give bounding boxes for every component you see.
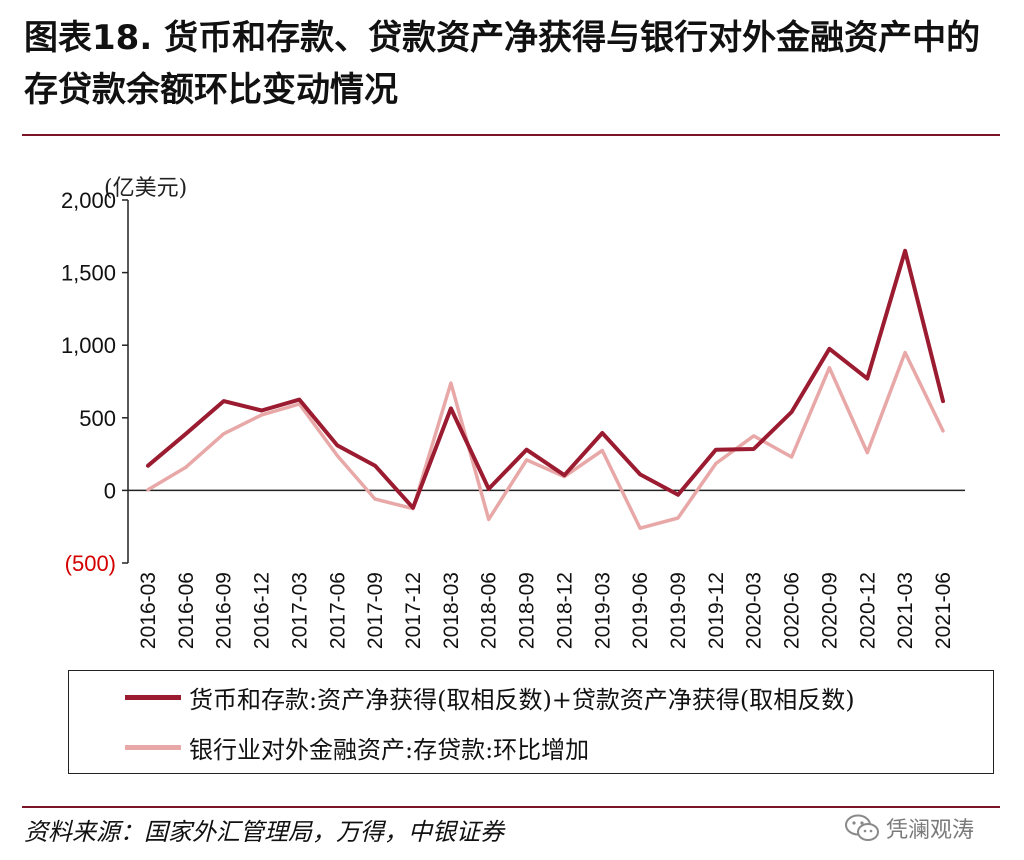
x-tick-labels: 2016-03 2016-06 2016-09 2016-12 2017-03 2017-…: [137, 572, 955, 649]
x-tick-label: 2018-03: [440, 572, 463, 649]
series-line-1: [146, 248, 945, 510]
x-tick-label: 2017-09: [364, 572, 387, 649]
x-tick-label: 2019-06: [629, 572, 652, 649]
y-tick-label: 2,000: [61, 188, 116, 213]
x-tick-label: 2019-09: [667, 572, 690, 649]
x-tick-label: 2017-12: [402, 572, 425, 649]
x-tick-label: 2021-06: [932, 572, 955, 649]
series-lines: [146, 248, 945, 530]
x-tick-label: 2021-03: [894, 572, 917, 649]
source-divider: [22, 806, 1000, 808]
x-tick-label: 2020-06: [781, 572, 804, 649]
y-tick-label: (500): [65, 551, 116, 576]
wechat-icon: [845, 814, 879, 841]
y-tick-label: 0: [104, 478, 116, 503]
legend-swatch-series-1: [125, 694, 181, 700]
legend-label-series-2: 银行业对外金融资产:存贷款:环比增加: [189, 735, 590, 764]
x-tick-label: 2016-06: [175, 572, 198, 649]
x-tick-label: 2020-12: [856, 572, 879, 649]
watermark-text: 凭澜观涛: [886, 818, 975, 843]
x-tick-label: 2016-03: [137, 572, 160, 649]
legend-item-series-2: 银行业对外金融资产:存贷款:环比增加: [125, 727, 589, 767]
axes: [122, 199, 965, 564]
title-divider: [22, 134, 1000, 136]
legend: 货币和存款:资产净获得(取相反数)+贷款资产净获得(取相反数) 银行业对外金融资…: [68, 670, 994, 774]
chart-title: 图表18. 货币和存款、贷款资产净获得与银行对外金融资产中的存贷款余额环比变动情…: [24, 18, 981, 110]
x-tick-label: 2016-12: [251, 572, 274, 649]
legend-swatch-series-2: [125, 744, 181, 750]
source-note: 资料来源：国家外汇管理局，万得，中银证券: [24, 818, 504, 846]
x-tick-label: 2018-06: [478, 572, 501, 649]
x-tick-label: 2020-09: [818, 572, 841, 649]
y-tick-label: 1,000: [61, 333, 116, 358]
y-tick-label: 1,500: [61, 261, 116, 286]
x-tick-label: 2018-12: [553, 572, 576, 649]
legend-item-series-1: 货币和存款:资产净获得(取相反数)+贷款资产净获得(取相反数): [125, 677, 855, 717]
watermark: 凭澜观涛: [844, 812, 974, 844]
x-tick-label: 2019-12: [705, 572, 728, 649]
legend-label-series-1: 货币和存款:资产净获得(取相反数)+贷款资产净获得(取相反数): [189, 685, 855, 714]
y-axis-unit-label: (亿美元): [104, 176, 188, 201]
x-tick-label: 2016-09: [213, 572, 236, 649]
x-tick-label: 2020-03: [743, 572, 766, 649]
series-line-2: [146, 350, 945, 530]
y-tick-labels: (500) 0 500 1,000 1,500 2,000: [61, 188, 116, 576]
x-tick-label: 2017-03: [288, 572, 311, 649]
y-tick-label: 500: [79, 406, 116, 431]
x-tick-label: 2019-03: [591, 572, 614, 649]
x-tick-label: 2018-09: [516, 572, 539, 649]
x-tick-label: 2017-06: [326, 572, 349, 649]
